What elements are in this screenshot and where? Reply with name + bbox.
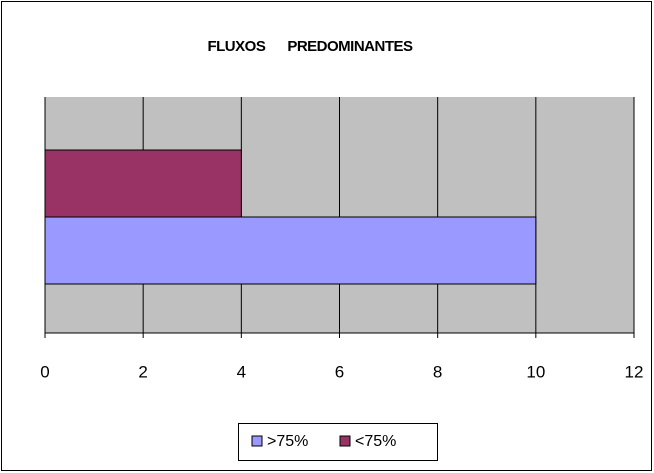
chart-title: FLUXOS PREDOMINANTES [207,38,413,55]
x-tick-label: 6 [335,362,344,381]
legend-label: <75% [355,433,396,450]
x-tick-label: 0 [40,362,49,381]
bar [44,216,537,285]
legend-swatch [339,435,351,447]
bar [44,149,242,218]
legend-box [238,423,438,461]
x-tick-label: 4 [237,362,246,381]
x-tick-label: 12 [625,362,644,381]
legend-swatch [251,435,263,447]
x-tick-label: 8 [433,362,442,381]
x-tick-label: 10 [526,362,545,381]
legend-label: >75% [267,433,308,450]
x-tick-label: 2 [138,362,147,381]
